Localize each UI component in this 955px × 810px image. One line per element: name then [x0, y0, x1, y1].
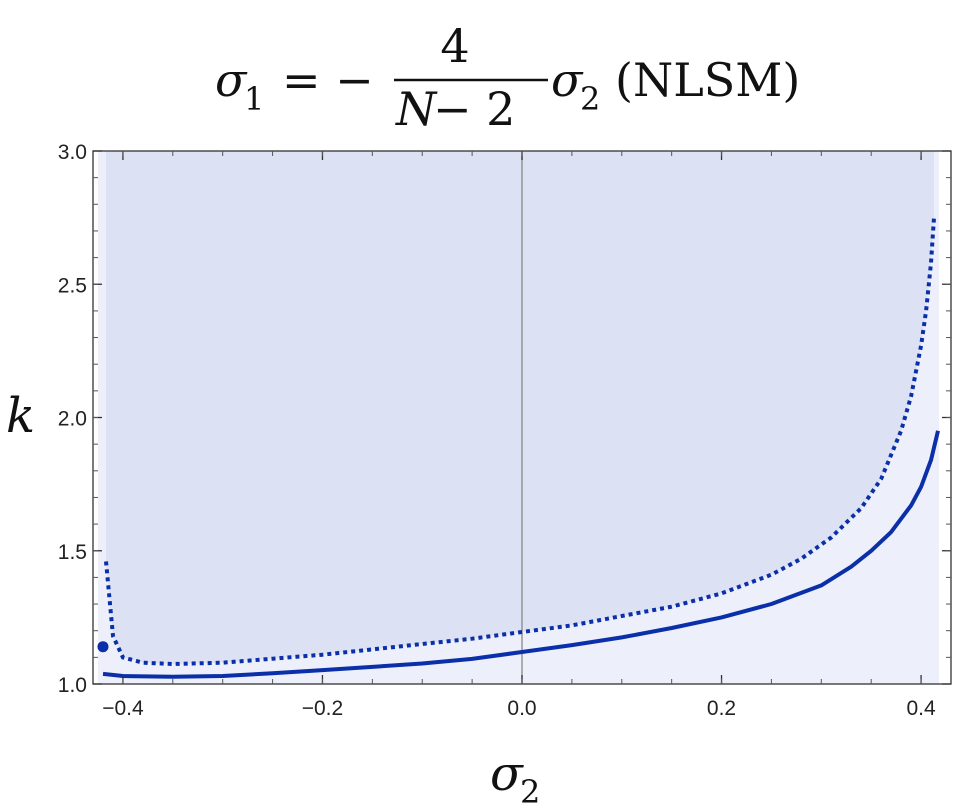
- y-tick-label-3: 2.5: [58, 274, 87, 297]
- shaded-region: [105, 151, 935, 665]
- x-tick-label-0: −0.4: [102, 697, 144, 720]
- x-tick-label-3: 0.2: [707, 697, 736, 720]
- title-lhs-symbol: σ: [215, 53, 248, 107]
- y-tick-label-2: 2.0: [58, 408, 87, 431]
- xlabel-sub: 2: [520, 773, 540, 810]
- title-denominator-var: N: [395, 82, 438, 136]
- title-denominator-rest: − 2: [433, 82, 515, 136]
- title-suffix: (NLSM): [615, 53, 800, 107]
- xlabel-symbol: σ: [490, 746, 524, 802]
- title-equals: = −: [282, 53, 374, 107]
- title-rhs-sub: 2: [580, 80, 600, 118]
- chart-title: σ 1 = − 4 N − 2 σ 2 (NLSM): [215, 19, 800, 136]
- x-tick-label-2: 0.0: [507, 697, 536, 720]
- x-axis-label: σ 2: [490, 746, 540, 810]
- points-group: [97, 641, 109, 653]
- plot-area: −0.4 −0.2 0.0 0.2 0.4 1.0 1.5 2.0 2.5 3.0: [58, 141, 952, 720]
- y-tick-label-1: 1.5: [58, 541, 87, 564]
- y-tick-label-0: 1.0: [58, 674, 87, 697]
- y-axis-label: k: [6, 388, 35, 444]
- y-axis-ticks: 1.0 1.5 2.0 2.5 3.0: [58, 141, 951, 697]
- title-rhs-symbol: σ: [551, 53, 584, 107]
- title-lhs-sub: 1: [244, 80, 264, 118]
- x-tick-label-4: 0.4: [906, 697, 936, 720]
- title-numerator: 4: [440, 19, 469, 73]
- x-tick-label-1: −0.2: [302, 697, 343, 720]
- series-dotted-line: [104, 217, 936, 667]
- data-point-0: [97, 641, 109, 653]
- minor-ticks: [93, 151, 951, 684]
- series-solid-line: [102, 430, 940, 679]
- y-tick-label-4: 3.0: [58, 141, 87, 164]
